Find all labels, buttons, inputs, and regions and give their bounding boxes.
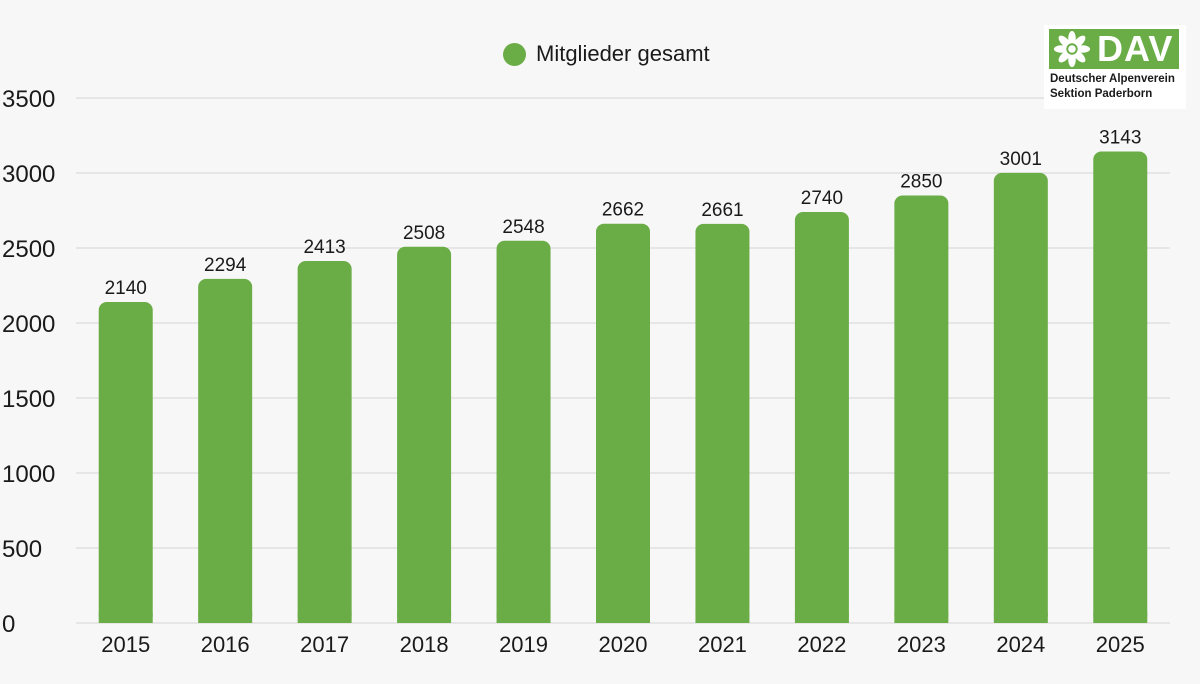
bar-base	[695, 613, 750, 623]
bar	[695, 223, 750, 623]
bar-base	[993, 613, 1048, 623]
y-tick-label: 0	[2, 611, 15, 638]
bar-base	[297, 613, 352, 623]
data-label: 2294	[204, 255, 247, 276]
y-tick-label: 2000	[2, 311, 55, 338]
bar-base	[596, 613, 650, 623]
data-label: 2740	[801, 188, 843, 209]
data-label: 3143	[1099, 128, 1141, 149]
data-label: 2661	[701, 200, 743, 221]
logo-line-2: Sektion Paderborn	[1050, 88, 1153, 100]
bar-base	[198, 613, 253, 623]
dav-logo: DAV Deutscher Alpenverein Sektion Paderb…	[1044, 25, 1186, 109]
edelweiss-icon	[1053, 30, 1091, 68]
data-label: 2508	[403, 223, 445, 244]
y-tick-label: 500	[2, 536, 42, 563]
x-tick-label: 2018	[400, 632, 449, 657]
bar-base	[397, 613, 452, 623]
y-tick-label: 2500	[2, 236, 55, 263]
bar-base	[496, 613, 551, 623]
bar	[993, 172, 1048, 623]
bar	[894, 195, 949, 623]
bar	[596, 223, 650, 623]
x-tick-label: 2020	[599, 632, 648, 657]
bar	[496, 240, 551, 624]
legend-swatch	[503, 42, 526, 66]
bar-base	[894, 613, 949, 623]
bar	[198, 278, 253, 623]
data-label: 2548	[502, 217, 544, 238]
bar	[794, 212, 849, 623]
logo-badge: DAV	[1049, 29, 1179, 69]
x-tick-label: 2017	[300, 632, 349, 657]
bar	[297, 261, 352, 623]
x-tick-label: 2016	[201, 632, 250, 657]
bar	[98, 302, 153, 623]
data-label: 2413	[303, 237, 345, 258]
logo-wordmark: DAV	[1097, 28, 1174, 69]
bar-base	[98, 613, 153, 623]
y-tick-label: 1500	[2, 386, 55, 413]
x-tick-label: 2022	[797, 632, 846, 657]
x-tick-label: 2015	[101, 632, 150, 657]
x-tick-label: 2021	[698, 632, 747, 657]
y-tick-label: 1000	[2, 461, 55, 488]
legend-label: Mitglieder gesamt	[536, 41, 710, 66]
legend: Mitglieder gesamt	[503, 41, 710, 67]
y-tick-label: 3000	[2, 161, 55, 188]
bar-base	[1093, 613, 1148, 623]
bar-base	[794, 613, 849, 623]
x-tick-label: 2019	[499, 632, 548, 657]
data-label: 2850	[900, 172, 942, 193]
data-label: 2140	[105, 278, 147, 299]
data-label: 2662	[602, 200, 644, 221]
x-tick-label: 2024	[996, 632, 1045, 657]
y-tick-label: 3500	[2, 86, 55, 113]
x-tick-label: 2025	[1096, 632, 1145, 657]
bar	[1093, 151, 1148, 624]
data-label: 3001	[1000, 149, 1042, 170]
x-tick-label: 2023	[897, 632, 946, 657]
bar	[397, 246, 452, 624]
logo-line-1: Deutscher Alpenverein	[1050, 73, 1175, 85]
